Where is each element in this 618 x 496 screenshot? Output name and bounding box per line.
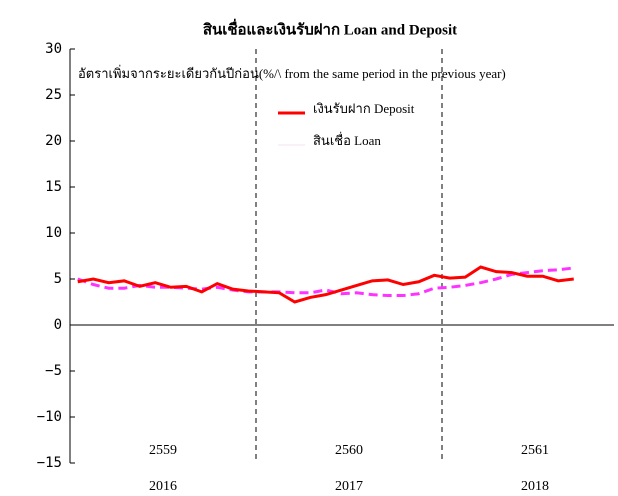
- x-tick-label: 2017: [335, 479, 363, 494]
- chart-title: สินเชื่อและเงินรับฝาก Loan and Deposit: [203, 18, 457, 38]
- y-tick-label: −5: [45, 363, 62, 379]
- y-tick-label: 10: [45, 225, 62, 241]
- y-tick-label: 30: [45, 41, 62, 57]
- y-tick-label: 0: [54, 317, 62, 333]
- legend-label: สินเชื่อ Loan: [313, 132, 381, 148]
- y-tick-label: −10: [37, 409, 62, 425]
- be-year-label: 2559: [149, 443, 177, 458]
- x-tick-label: 2018: [521, 479, 549, 494]
- y-tick-label: 20: [45, 133, 62, 149]
- series-line: [77, 266, 574, 298]
- series-line: [77, 265, 574, 304]
- y-tick-label: 5: [54, 271, 62, 287]
- annotation: อัตราเพิ่มจากระยะเดียวกันปีก่อน(%/\ from…: [78, 65, 506, 81]
- y-tick-label: 25: [45, 87, 62, 103]
- y-tick-label: −15: [37, 455, 62, 471]
- y-tick-label: 15: [45, 179, 62, 195]
- be-year-label: 2560: [335, 443, 363, 458]
- be-year-label: 2561: [521, 443, 549, 458]
- x-tick-label: 2016: [149, 479, 177, 494]
- legend-label: เงินรับฝาก Deposit: [313, 101, 415, 116]
